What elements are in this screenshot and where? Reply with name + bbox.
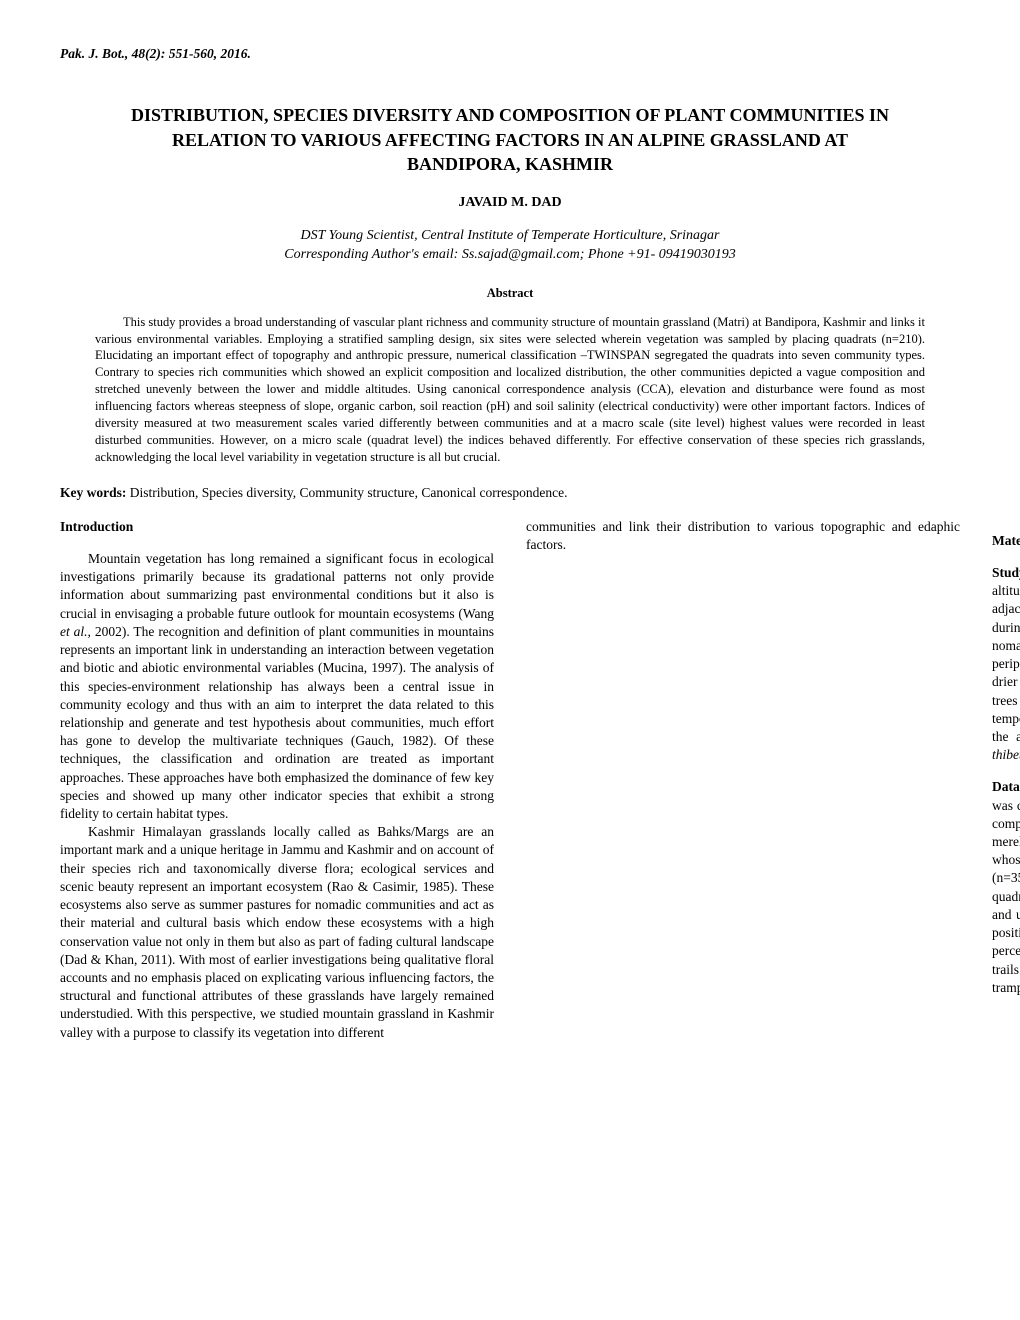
study-text-a: The study was conducted at Matri (34°30´… bbox=[992, 565, 1020, 671]
journal-citation: Pak. J. Bot., 48(2): 551-560, 2016. bbox=[60, 45, 960, 63]
author-name: JAVAID M. DAD bbox=[60, 194, 960, 213]
intro-tail: communities and link their distribution … bbox=[526, 518, 960, 554]
intro-para-1: Mountain vegetation has long remained a … bbox=[60, 550, 494, 823]
author-affiliation: DST Young Scientist, Central Institute o… bbox=[60, 227, 960, 265]
abstract-heading: Abstract bbox=[60, 285, 960, 302]
affiliation-line-2: Corresponding Author's email: Ss.sajad@g… bbox=[284, 247, 736, 262]
keywords-label: Key words: bbox=[60, 485, 126, 500]
data-collection-text: Corresponding with peak growing season, … bbox=[992, 779, 1020, 994]
introduction-heading: Introduction bbox=[60, 518, 494, 536]
paper-title: DISTRIBUTION, SPECIES DIVERSITY AND COMP… bbox=[130, 103, 890, 176]
affiliation-line-1: DST Young Scientist, Central Institute o… bbox=[301, 228, 720, 243]
intro-p1-text-a: Mountain vegetation has long remained a … bbox=[60, 551, 494, 621]
keywords-text: Distribution, Species diversity, Communi… bbox=[126, 485, 567, 500]
materials-methods-section: Materials and Methods Study area: The st… bbox=[992, 532, 1020, 997]
body-columns: Introduction Mountain vegetation has lon… bbox=[60, 518, 960, 1042]
intro-p1-etal: et al., bbox=[60, 624, 91, 639]
introduction-section: Introduction Mountain vegetation has lon… bbox=[60, 518, 494, 1042]
keywords-line: Key words: Distribution, Species diversi… bbox=[60, 484, 960, 502]
abstract-body: This study provides a broad understandin… bbox=[95, 314, 925, 466]
study-area-label: Study area: bbox=[992, 565, 1020, 580]
data-collection-label: Data collection: bbox=[992, 779, 1020, 794]
materials-methods-heading: Materials and Methods bbox=[992, 532, 1020, 550]
study-area-para: Study area: The study was conducted at M… bbox=[992, 564, 1020, 764]
intro-p1-text-c: 2002). The recognition and definition of… bbox=[60, 624, 494, 821]
intro-para-2: Kashmir Himalayan grasslands locally cal… bbox=[60, 823, 494, 1042]
data-collection-para: Data collection: Corresponding with peak… bbox=[992, 778, 1020, 997]
